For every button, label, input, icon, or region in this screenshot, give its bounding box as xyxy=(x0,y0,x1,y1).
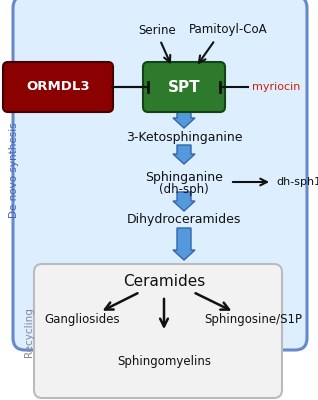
Text: SPT: SPT xyxy=(168,80,200,94)
FancyBboxPatch shape xyxy=(3,62,113,112)
Polygon shape xyxy=(173,228,195,260)
Text: ORMDL3: ORMDL3 xyxy=(26,80,90,94)
Text: Gangliosides: Gangliosides xyxy=(44,314,120,326)
Text: Sphinganine: Sphinganine xyxy=(145,172,223,184)
Polygon shape xyxy=(173,109,195,128)
Text: Ceramides: Ceramides xyxy=(123,274,205,290)
Text: dh-sph1P: dh-sph1P xyxy=(276,177,318,187)
Text: (dh-sph): (dh-sph) xyxy=(159,182,209,196)
Text: Sphingomyelins: Sphingomyelins xyxy=(117,356,211,368)
Text: myriocin: myriocin xyxy=(252,82,301,92)
Text: Pamitoyl-CoA: Pamitoyl-CoA xyxy=(189,24,267,36)
Text: De novo synthesis: De novo synthesis xyxy=(9,122,19,218)
FancyBboxPatch shape xyxy=(13,0,307,350)
FancyBboxPatch shape xyxy=(34,264,282,398)
FancyBboxPatch shape xyxy=(143,62,225,112)
Text: Dihydroceramides: Dihydroceramides xyxy=(127,214,241,226)
Polygon shape xyxy=(173,145,195,164)
Text: Serine: Serine xyxy=(138,24,176,36)
Text: Sphingosine/S1P: Sphingosine/S1P xyxy=(204,314,302,326)
Polygon shape xyxy=(173,192,195,211)
Text: 3-Ketosphinganine: 3-Ketosphinganine xyxy=(126,132,242,144)
Text: Recycling: Recycling xyxy=(24,307,34,357)
